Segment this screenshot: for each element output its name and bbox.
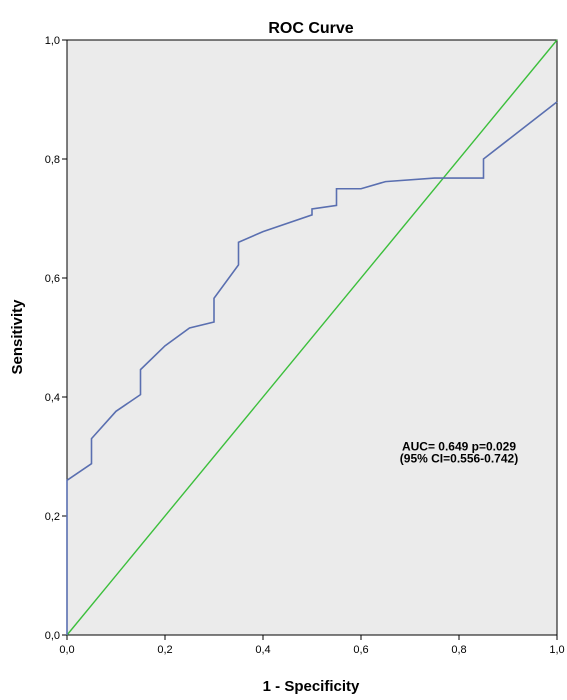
reference-diagonal-line (66, 39, 558, 636)
x-tick-label: 1,0 (549, 644, 564, 656)
y-tick-label: 0,6 (45, 273, 60, 285)
roc-curve-line (66, 101, 558, 635)
x-tick-label: 0,2 (157, 644, 172, 656)
y-tick-label: 0,4 (45, 392, 60, 404)
y-tick-label: 0,0 (45, 630, 60, 642)
y-tick-label: 0,8 (45, 154, 60, 166)
x-tick-label: 0,8 (451, 644, 466, 656)
y-axis-title: Sensitivity (9, 299, 26, 375)
annotation-layer: AUC= 0.649 p=0.029(95% CI=0.556-0.742) (400, 440, 518, 466)
y-tick-label: 1,0 (45, 35, 60, 47)
x-axis-title: 1 - Specificity (263, 678, 360, 695)
annotation-text: AUC= 0.649 p=0.029 (402, 440, 516, 454)
x-tick-label: 0,0 (59, 644, 74, 656)
annotation-text: (95% CI=0.556-0.742) (400, 451, 518, 465)
x-tick-label: 0,6 (353, 644, 368, 656)
axis-ticks: 0,0 0,2 0,4 0,6 0,8 1,0 0,0 0,2 0,4 0,6 0,8 1,0 (45, 35, 565, 656)
chart-title: ROC Curve (268, 20, 353, 37)
y-tick-label: 0,2 (45, 511, 60, 523)
series-layer (66, 39, 558, 636)
x-tick-label: 0,4 (255, 644, 270, 656)
